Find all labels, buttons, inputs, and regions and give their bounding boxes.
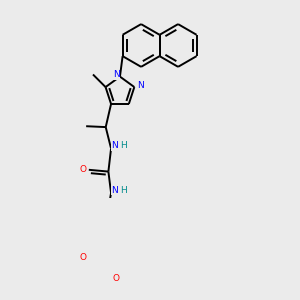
Text: O: O xyxy=(112,274,119,283)
Text: O: O xyxy=(80,165,87,174)
Text: H: H xyxy=(120,141,127,150)
Text: N: N xyxy=(111,186,118,195)
Text: H: H xyxy=(120,186,127,195)
Text: N: N xyxy=(111,141,118,150)
Text: N: N xyxy=(137,81,144,90)
Text: O: O xyxy=(80,254,87,262)
Text: N: N xyxy=(113,70,120,79)
